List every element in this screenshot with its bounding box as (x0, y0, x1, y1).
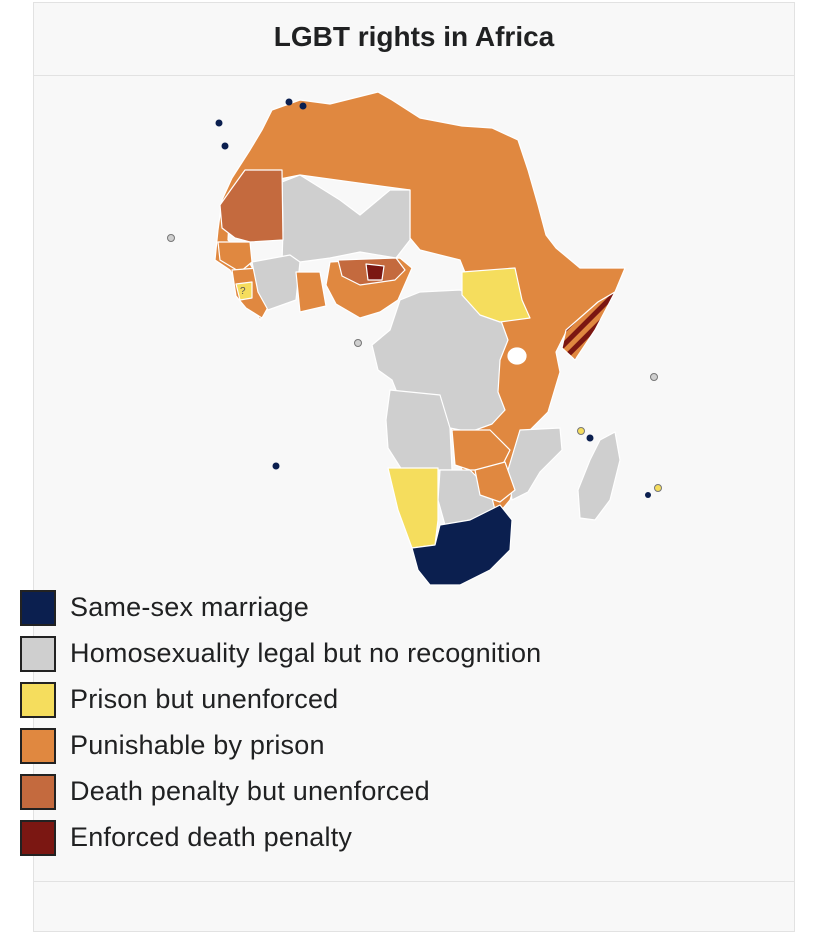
island-dot[interactable] (272, 462, 280, 470)
legend-label: Same-sex marriage (70, 592, 309, 622)
lake-victoria (507, 347, 527, 365)
region-west-coast[interactable] (217, 241, 253, 273)
legend-swatch (20, 820, 56, 856)
region-zimbabwe[interactable] (474, 461, 516, 503)
island-dot[interactable] (299, 102, 307, 110)
region-somalia[interactable] (561, 291, 616, 361)
region-south-africa[interactable] (411, 504, 513, 586)
legend-label: Homosexuality legal but no recognition (70, 638, 542, 668)
island-dot[interactable] (215, 119, 223, 127)
legend-item-death-unenforced: Death penalty but unenforced (20, 774, 660, 814)
legend-swatch (20, 590, 56, 626)
island-dot[interactable] (650, 373, 658, 381)
island-dot[interactable] (354, 339, 362, 347)
island-dot[interactable] (221, 142, 229, 150)
island-dot[interactable] (654, 484, 662, 492)
region-mauritania[interactable] (219, 169, 284, 243)
region-south-sudan[interactable] (461, 267, 531, 323)
legend-swatch (20, 728, 56, 764)
region-namibia[interactable] (387, 467, 439, 549)
island-dot[interactable] (586, 434, 594, 442)
legend-swatch (20, 774, 56, 810)
legend-swatch (20, 636, 56, 672)
island-dot[interactable] (645, 492, 651, 498)
legend-label: Enforced death penalty (70, 822, 353, 852)
footer-divider (34, 881, 794, 882)
island-dot[interactable] (167, 234, 175, 242)
legend-item-death: Enforced death penalty (20, 820, 660, 860)
region-ghana-togo[interactable] (295, 271, 327, 313)
legend-item-legal: Homosexuality legal but no recognition (20, 636, 660, 676)
island-dot[interactable] (577, 427, 585, 435)
map-title: LGBT rights in Africa (273, 21, 555, 52)
region-west-grey[interactable] (251, 254, 301, 311)
region-madagascar[interactable] (577, 431, 621, 521)
legend-label: Prison but unenforced (70, 684, 339, 714)
legend-item-unenforced-prison: Prison but unenforced (20, 682, 660, 722)
legend-item-marriage: Same-sex marriage (20, 590, 660, 630)
legend-swatch (20, 682, 56, 718)
map-question-mark: ? (240, 286, 246, 297)
legend-label: Punishable by prison (70, 730, 325, 760)
title-bar: LGBT rights in Africa (34, 3, 794, 76)
africa-map[interactable]: ? (0, 0, 828, 600)
region-nigeria-death[interactable] (365, 263, 385, 281)
island-dot[interactable] (285, 98, 293, 106)
legend-item-prison: Punishable by prison (20, 728, 660, 768)
region-liberia[interactable] (235, 281, 253, 301)
region-angola[interactable] (385, 389, 453, 471)
legend-label: Death penalty but unenforced (70, 776, 430, 806)
